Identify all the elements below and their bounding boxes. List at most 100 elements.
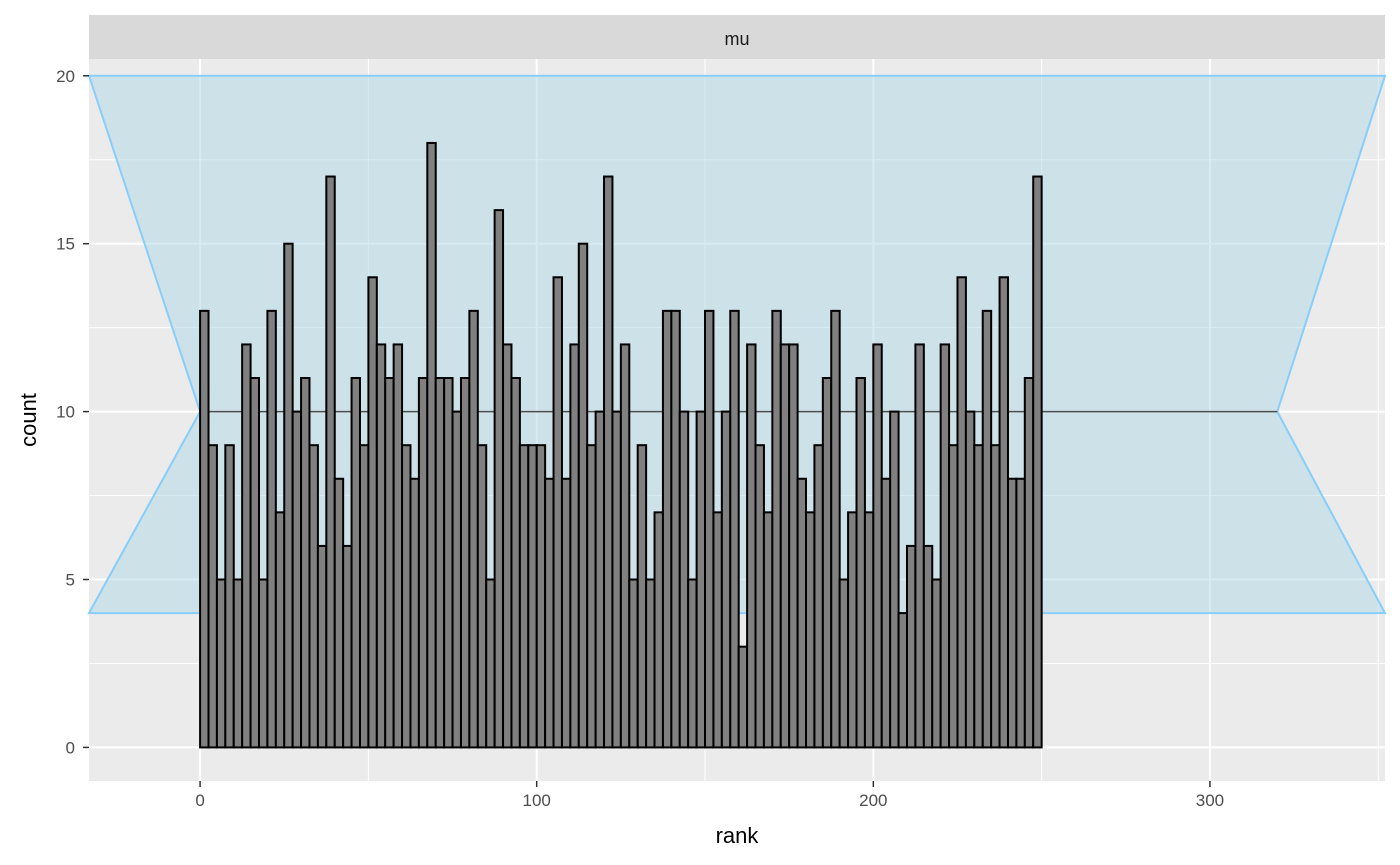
histogram-bar — [872, 343, 883, 749]
histogram-bar — [316, 544, 328, 749]
y-axis: 0 5 10 15 20 — [56, 67, 89, 757]
histogram-bar — [729, 309, 740, 749]
histogram-bar — [266, 309, 277, 749]
histogram-bar — [712, 511, 723, 749]
histogram-bar — [628, 578, 639, 749]
y-tick-label: 5 — [66, 571, 75, 590]
histogram-bar — [1023, 377, 1035, 749]
histogram-bar — [586, 444, 597, 749]
histogram-bar — [485, 578, 496, 749]
histogram-bar — [603, 175, 614, 749]
histogram-bar — [417, 377, 429, 749]
histogram-bar — [392, 343, 404, 749]
histogram-bar — [695, 410, 707, 749]
histogram-bar — [594, 410, 606, 749]
histogram-bar — [325, 175, 336, 749]
histogram-bar — [569, 343, 580, 749]
histogram-bar — [283, 242, 294, 749]
histogram-bar — [409, 477, 420, 749]
histogram-bar — [232, 578, 244, 749]
histogram-bar — [257, 578, 269, 749]
histogram-bar — [493, 209, 505, 749]
histogram-bar — [720, 410, 732, 749]
histogram-bar — [518, 444, 530, 749]
histogram-bar — [981, 309, 993, 749]
histogram-bar — [291, 410, 303, 749]
histogram-bar — [821, 377, 833, 749]
histogram-bar — [914, 343, 925, 749]
histogram-bar — [762, 511, 774, 749]
histogram-bar — [670, 309, 681, 749]
histogram-bar — [215, 578, 227, 749]
histogram-bar — [737, 645, 749, 749]
x-tick-label: 200 — [859, 791, 887, 810]
histogram-bar — [880, 477, 892, 749]
y-tick-label: 0 — [66, 738, 75, 757]
histogram-bar — [998, 276, 1009, 749]
histogram-bar — [426, 141, 437, 749]
y-axis-title: count — [16, 393, 41, 447]
histogram-bar — [838, 578, 850, 749]
x-tick-label: 100 — [523, 791, 551, 810]
y-tick-label: 20 — [56, 67, 75, 86]
histogram-bar — [308, 444, 319, 749]
histogram-bar — [510, 377, 521, 749]
histogram-bar — [577, 242, 589, 749]
histogram-bar — [1032, 175, 1043, 749]
histogram-bar — [922, 544, 934, 749]
histogram-bar — [451, 410, 462, 749]
histogram-bar — [813, 444, 824, 749]
histogram-bar — [1015, 477, 1026, 749]
histogram-bar — [905, 544, 917, 749]
histogram-bar — [796, 477, 808, 749]
histogram-bar — [779, 343, 791, 749]
histogram-bar — [443, 377, 454, 749]
histogram-bar — [990, 444, 1001, 749]
histogram-bar — [333, 477, 345, 749]
histogram-bars — [199, 141, 1043, 749]
histogram-bar — [771, 309, 782, 749]
histogram-bar — [939, 343, 951, 749]
histogram-bar — [678, 410, 690, 749]
histogram-bar — [350, 377, 361, 749]
y-tick-label: 10 — [56, 403, 75, 422]
histogram-bar — [375, 343, 387, 749]
histogram-bar — [973, 444, 984, 749]
histogram-bar — [249, 377, 261, 749]
histogram-bar — [788, 343, 799, 749]
histogram-bar — [552, 276, 563, 749]
histogram-bar — [241, 343, 252, 749]
histogram-bar — [401, 444, 412, 749]
histogram-bar — [544, 477, 555, 749]
y-tick-label: 15 — [56, 235, 75, 254]
histogram-bar — [956, 276, 967, 749]
histogram-bar — [476, 444, 488, 749]
histogram-bar — [645, 578, 656, 749]
facet-strip-label: mu — [724, 29, 749, 49]
histogram-bar — [527, 444, 538, 749]
histogram-bar — [274, 511, 286, 749]
histogram-bar — [611, 410, 622, 749]
histogram-bar — [342, 544, 353, 749]
histogram-bar — [830, 309, 841, 749]
histogram-bar — [931, 578, 942, 749]
histogram-bar — [358, 444, 370, 749]
histogram-bar — [384, 377, 395, 749]
histogram-bar — [653, 511, 664, 749]
histogram-bar — [897, 612, 909, 749]
histogram-bar — [207, 444, 218, 749]
histogram-bar — [754, 444, 765, 749]
x-tick-label: 300 — [1196, 791, 1224, 810]
histogram-bar — [502, 343, 513, 749]
histogram-bar — [661, 309, 673, 749]
histogram-bar — [619, 343, 631, 749]
histogram-bar — [847, 511, 858, 749]
histogram-bar — [948, 444, 959, 749]
histogram-bar — [746, 343, 757, 749]
histogram-bar — [199, 309, 210, 749]
histogram-bar — [964, 410, 976, 749]
histogram-bar — [1006, 477, 1018, 749]
histogram-bar — [560, 477, 572, 749]
histogram-bar — [300, 377, 311, 749]
